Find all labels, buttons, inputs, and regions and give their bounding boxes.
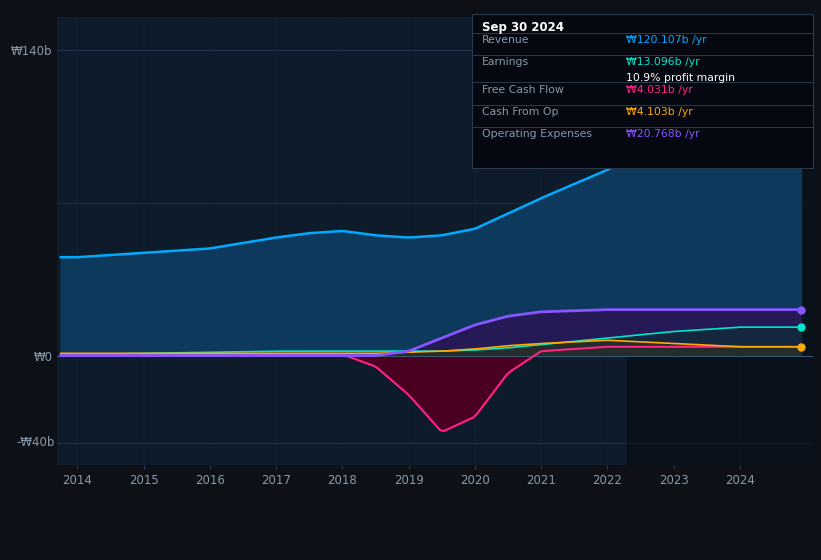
Bar [627,17,813,465]
Text: Free Cash Flow: Free Cash Flow [482,85,564,95]
Text: 10.9% profit margin: 10.9% profit margin [626,73,735,83]
Text: ₩120.107b /yr: ₩120.107b /yr [626,35,706,45]
Text: ₩20.768b /yr: ₩20.768b /yr [626,129,699,139]
Text: Revenue: Revenue [482,35,530,45]
Text: ₩4.103b /yr: ₩4.103b /yr [626,107,692,117]
Text: Sep 30 2024: Sep 30 2024 [482,21,564,34]
Text: Earnings: Earnings [482,58,529,67]
Text: -₩40b: -₩40b [16,436,55,450]
Text: ₩13.096b /yr: ₩13.096b /yr [626,58,699,67]
Text: Operating Expenses: Operating Expenses [482,129,592,139]
Text: ₩4.031b /yr: ₩4.031b /yr [626,85,692,95]
Text: Cash From Op: Cash From Op [482,107,558,117]
